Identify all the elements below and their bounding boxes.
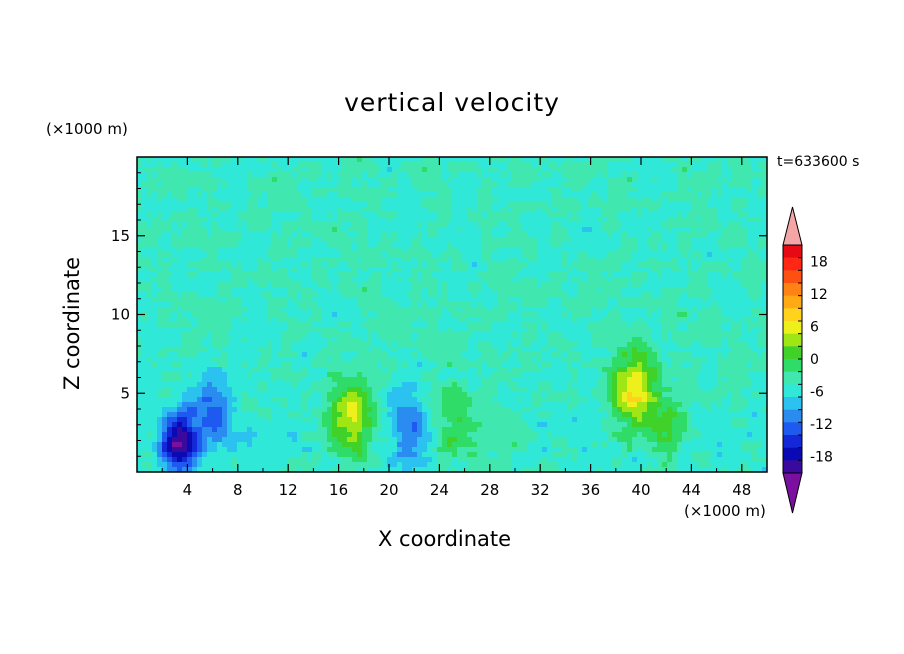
x-tick-label: 32	[531, 481, 550, 499]
colorbar-segment	[783, 245, 802, 258]
x-tick-label: 36	[581, 481, 600, 499]
x-tick-label: 48	[732, 481, 751, 499]
colorbar-segment	[783, 333, 802, 347]
colorbar-label: -6	[810, 385, 824, 401]
x-axis-unit-label: (×1000 m)	[684, 502, 766, 520]
x-tick-label: 4	[183, 481, 193, 499]
colorbar-label: -12	[810, 417, 833, 433]
colorbar-label: 12	[810, 287, 828, 303]
colorbar-segment	[783, 460, 802, 474]
x-axis-label: X coordinate	[378, 527, 512, 551]
colorbar-label: -18	[810, 450, 833, 466]
x-tick-label: 44	[682, 481, 701, 499]
time-label: t=633600 s	[777, 154, 860, 170]
colorbar-segment	[783, 384, 802, 398]
colorbar-segment	[783, 346, 802, 360]
x-tick-label: 20	[379, 481, 398, 499]
x-tick-label: 16	[329, 481, 348, 499]
x-tick-label: 28	[480, 481, 499, 499]
colorbar-segment	[783, 371, 802, 385]
z-axis-unit-label: (×1000 m)	[46, 120, 128, 138]
colorbar-segment	[783, 308, 802, 322]
colorbar-segment	[783, 409, 802, 423]
colorbar-label: 6	[810, 319, 819, 335]
y-tick-label: 15	[111, 227, 130, 245]
x-tick-label: 8	[233, 481, 243, 499]
colorbar-segment	[783, 257, 802, 271]
colorbar-segment	[783, 397, 802, 410]
colorbar-segment	[783, 447, 802, 461]
chart-title: vertical velocity	[344, 88, 560, 117]
colorbar-segment	[783, 270, 802, 284]
colorbar-segment	[783, 359, 802, 372]
x-tick-label: 40	[631, 481, 650, 499]
x-tick-label: 24	[430, 481, 449, 499]
colorbar-label: 18	[810, 254, 828, 270]
colorbar-max-arrow	[782, 206, 803, 246]
y-tick-label: 10	[111, 306, 130, 324]
colorbar-segment	[783, 295, 802, 309]
colorbar-segment	[783, 435, 802, 448]
colorbar-segment	[783, 283, 802, 296]
y-tick-label: 5	[120, 384, 130, 402]
colorbar-label: 0	[810, 352, 819, 368]
colorbar-segment	[783, 321, 802, 334]
colorbar-segment	[783, 422, 802, 436]
colorbar-min-arrow	[782, 472, 803, 514]
x-tick-label: 12	[279, 481, 298, 499]
